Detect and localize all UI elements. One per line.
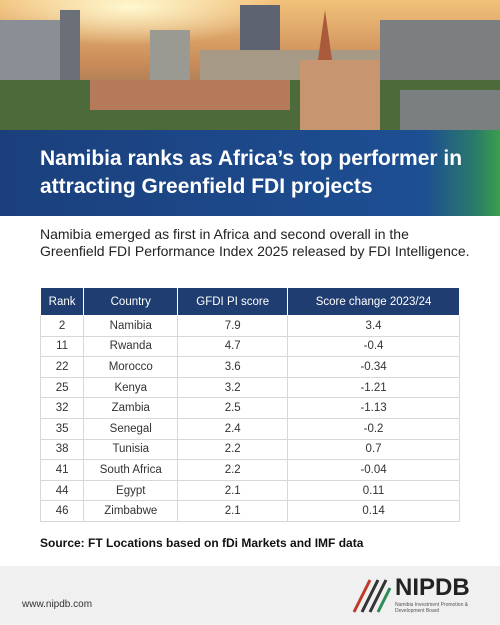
website: www.nipdb.com [22, 599, 93, 610]
table-cell: -1.13 [287, 397, 460, 419]
table-cell: 25 [39, 376, 85, 399]
logo-icon [352, 579, 392, 613]
table-row: 25 Kenya 3.2 -1.21 [39, 376, 460, 399]
table-cell: 0.11 [287, 479, 460, 502]
table-cell: 2.4 [177, 417, 289, 440]
ranking-table: Rank Country GFDI PI score Score change 202… [39, 287, 460, 522]
table-cell: Zimbabwe [83, 500, 179, 522]
source: Source: FT Locations based on fDi Market… [40, 536, 364, 550]
column-header: GFDI PI score [177, 287, 289, 316]
table-cell: Tunisia [83, 438, 179, 461]
table-row: 41 South Africa 2.2 -0.04 [39, 459, 460, 481]
table-cell: -0.34 [287, 356, 460, 378]
title: Namibia ranks as Africa’s top performer … [0, 130, 500, 216]
table-cell: Senegal [83, 417, 179, 440]
table-cell: 11 [39, 335, 85, 358]
table-row: 38 Tunisia 2.2 0.7 [39, 438, 460, 461]
table-row: 35 Senegal 2.4 -0.2 [39, 417, 460, 440]
column-header: Rank [39, 287, 85, 316]
city-photo [0, 0, 500, 130]
intro: Namibia emerged as first in Africa and s… [40, 226, 470, 259]
table-cell: Morocco [83, 356, 179, 378]
table-cell: 3.2 [177, 376, 289, 399]
table-cell: Egypt [83, 479, 179, 502]
table-cell: 2.1 [177, 500, 289, 522]
table-cell: 22 [39, 356, 85, 378]
table-row: 2 Namibia 7.9 3.4 [39, 315, 460, 337]
table-cell: -0.4 [287, 335, 460, 358]
table-cell: 41 [39, 459, 85, 481]
table-cell: 32 [39, 397, 85, 419]
column-header: Score change 2023/24 [287, 287, 460, 316]
table-row: 32 Zambia 2.5 -1.13 [39, 397, 460, 419]
table-cell: 2.2 [177, 438, 289, 461]
table-cell: 46 [39, 500, 85, 522]
table-cell: 0.7 [287, 438, 460, 461]
table-cell: -0.2 [287, 417, 460, 440]
table-row: 22 Morocco 3.6 -0.34 [39, 356, 460, 378]
table-cell: 2.1 [177, 479, 289, 502]
org-name: Namibia Investment Promotion & Developme… [395, 602, 469, 614]
table-cell: 2 [39, 315, 85, 337]
table-cell: 3.4 [287, 315, 460, 337]
table-cell: 0.14 [287, 500, 460, 522]
table-row: 44 Egypt 2.1 0.11 [39, 479, 460, 502]
table-cell: 44 [39, 479, 85, 502]
table-cell: 7.9 [177, 315, 289, 337]
column-header: Country [83, 287, 179, 316]
table-cell: -0.04 [287, 459, 460, 481]
footer: www.nipdb.com NIPDB Namibia Investment P… [0, 566, 500, 625]
table-cell: 4.7 [177, 335, 289, 358]
table-cell: Rwanda [83, 335, 179, 358]
table-cell: 35 [39, 417, 85, 440]
table-row: 46 Zimbabwe 2.1 0.14 [39, 500, 460, 522]
table-cell: Namibia [83, 315, 179, 337]
logo: NIPDB [395, 574, 470, 601]
header-row: Rank Country GFDI PI score Score change 202… [39, 287, 460, 316]
table-row: 11 Rwanda 4.7 -0.4 [39, 335, 460, 358]
table-cell: Zambia [83, 397, 179, 419]
table-cell: 3.6 [177, 356, 289, 378]
table-cell: 38 [39, 438, 85, 461]
table-cell: Kenya [83, 376, 179, 399]
table-cell: South Africa [83, 459, 179, 481]
table-cell: 2.5 [177, 397, 289, 419]
table-cell: -1.21 [287, 376, 460, 399]
table-cell: 2.2 [177, 459, 289, 481]
